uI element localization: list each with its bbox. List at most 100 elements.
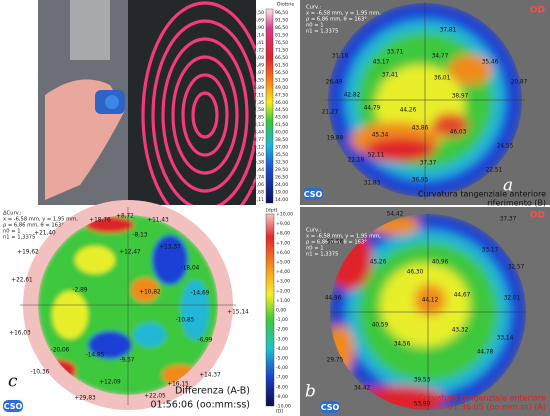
- info: n0 = 1: [306, 23, 324, 29]
- map-value: 43,86: [412, 126, 429, 132]
- scale-label: -6,00: [276, 365, 288, 371]
- info: x = -6,58 mm, y = 1,95 mm,: [306, 11, 381, 17]
- map-value: 31,16: [332, 54, 349, 60]
- map-value: 42,82: [344, 93, 361, 99]
- map-value: 34,42: [354, 386, 371, 392]
- map-value: 36,01: [434, 76, 451, 82]
- map-value: 24,55: [497, 144, 514, 150]
- scale-label-dpt: 37,00: [275, 145, 288, 151]
- color-scale-bottom: [dpt] [D]: [265, 208, 283, 415]
- scale-label-dpt: 32,50: [275, 159, 288, 165]
- scale-label-dpt: 96,50: [275, 10, 288, 16]
- scale-label-dpt: 61,50: [275, 62, 288, 68]
- map-value: 50,56: [327, 240, 344, 246]
- scale-label-mm: 14,06: [251, 182, 264, 188]
- map-value: 34,56: [394, 342, 411, 348]
- scale-label-mm: 7,35: [254, 100, 264, 106]
- map-value: +16,15: [167, 382, 189, 388]
- info: ρ = 6,86 mm, θ = 163°: [306, 17, 367, 23]
- scale-label-mm: 8,13: [254, 122, 264, 128]
- map-value: 32,01: [504, 296, 521, 302]
- photo: [38, 0, 256, 205]
- scale-label-mm: 6,89: [254, 85, 264, 91]
- map-value: +8,72: [116, 214, 134, 220]
- scale-label-dpt: 41,50: [275, 122, 288, 128]
- scale-label-dpt: 66,50: [275, 55, 288, 61]
- map-panel-c: ΔCurv.: x = -6,58 mm, y = 1,95 mm, ρ = 6…: [0, 200, 256, 416]
- info: Curv.:: [306, 228, 321, 234]
- scale-label: +2,00: [276, 288, 290, 294]
- scale-label: 0,00: [276, 308, 286, 314]
- map-subtitle: riferimento (B): [487, 199, 546, 208]
- map-value: 44,78: [477, 350, 494, 356]
- scale-label-dpt: 81,50: [275, 33, 288, 39]
- map-value: 44,26: [400, 108, 417, 114]
- scale-label: +4,00: [276, 269, 290, 275]
- panel-letter: a: [503, 176, 513, 196]
- map-subtitle: 01:56:06 (oo:mm:ss): [150, 400, 250, 411]
- info: x = -6,58 mm, y = 1,95 mm,: [306, 234, 381, 240]
- info: n0 = 1: [306, 246, 324, 252]
- map-value: 33,14: [497, 336, 514, 342]
- map-value: -6,99: [198, 338, 213, 344]
- scale-label: -10,00: [276, 404, 291, 410]
- map-value: 20,87: [511, 80, 528, 86]
- info: x = -6,58 mm, y = 1,95 mm,: [3, 217, 78, 223]
- scale-label: +6,00: [276, 250, 290, 256]
- scale-label-dpt: 86,50: [275, 25, 288, 31]
- scale-label-dpt: 76,50: [275, 40, 288, 46]
- map-value: 37,41: [382, 73, 399, 79]
- map-value: +19,62: [17, 250, 39, 256]
- map-value: -20,06: [51, 348, 70, 354]
- scale-label-dpt: 71,50: [275, 48, 288, 54]
- map-value: +18,76: [89, 218, 111, 224]
- logo: CSO: [321, 403, 340, 412]
- scale-label-dpt: 24,00: [275, 182, 288, 188]
- map-panel-a: Curv.: x = -6,58 mm, y = 1,95 mm, ρ = 6,…: [300, 0, 550, 208]
- logo: CSO: [4, 402, 23, 411]
- map-value: -18,04: [181, 266, 200, 272]
- info: ΔCurv.:: [3, 211, 22, 217]
- scale-label-dpt: 91,50: [275, 18, 288, 24]
- map-value: 22,18: [348, 158, 365, 164]
- map-value: -2,89: [73, 288, 88, 294]
- scale-label-dpt: 47,50: [275, 92, 288, 98]
- map-value: 32,57: [508, 265, 525, 271]
- scale-label-dpt: 44,50: [275, 107, 288, 113]
- map-value: 43,32: [452, 328, 469, 334]
- scale-label: -3,00: [276, 336, 288, 342]
- scale-label-mm: 8,77: [254, 137, 264, 143]
- map-value: 46,03: [450, 130, 467, 136]
- map-value: 44,96: [325, 296, 342, 302]
- scale-label: +3,00: [276, 279, 290, 285]
- scale-label-dpt: 29,50: [275, 167, 288, 173]
- map-value: -10,85: [176, 318, 195, 324]
- map-value: 36,95: [412, 178, 429, 184]
- map-value: 37,81: [440, 28, 457, 34]
- map-value: 44,67: [454, 293, 471, 299]
- scale-label-mm: 9,12: [254, 145, 264, 151]
- scale-label-mm: 10,38: [251, 159, 264, 165]
- map-value: 39,53: [414, 378, 431, 384]
- map-value: +16,03: [9, 331, 31, 337]
- map-value: +15,14: [227, 310, 249, 316]
- scale-label: -4,00: [276, 346, 288, 352]
- map-value: 38,97: [452, 94, 469, 100]
- map-value: 26,49: [326, 80, 343, 86]
- scale-header: [dpt]: [266, 208, 277, 214]
- map-title: Differenza (A-B): [175, 386, 250, 397]
- scale-label-mm: 3,69: [254, 18, 264, 24]
- map-value: 35,46: [482, 60, 499, 66]
- scale-label: +9,00: [276, 221, 290, 227]
- logo: CSO: [304, 190, 323, 199]
- scale-label-mm: 4,72: [254, 48, 264, 54]
- map-title: Curvatura tangenziale anteriore: [418, 190, 546, 199]
- scale-label-mm: 12,74: [251, 174, 264, 180]
- map-value: +12,09: [99, 380, 121, 386]
- scale-label-dpt: 26,50: [275, 174, 288, 180]
- map-value: 45,34: [372, 133, 389, 139]
- scale-label-dpt: 51,50: [275, 77, 288, 83]
- scale-label-mm: 7,85: [254, 115, 264, 121]
- scale-label-dpt: 14,00: [275, 197, 288, 203]
